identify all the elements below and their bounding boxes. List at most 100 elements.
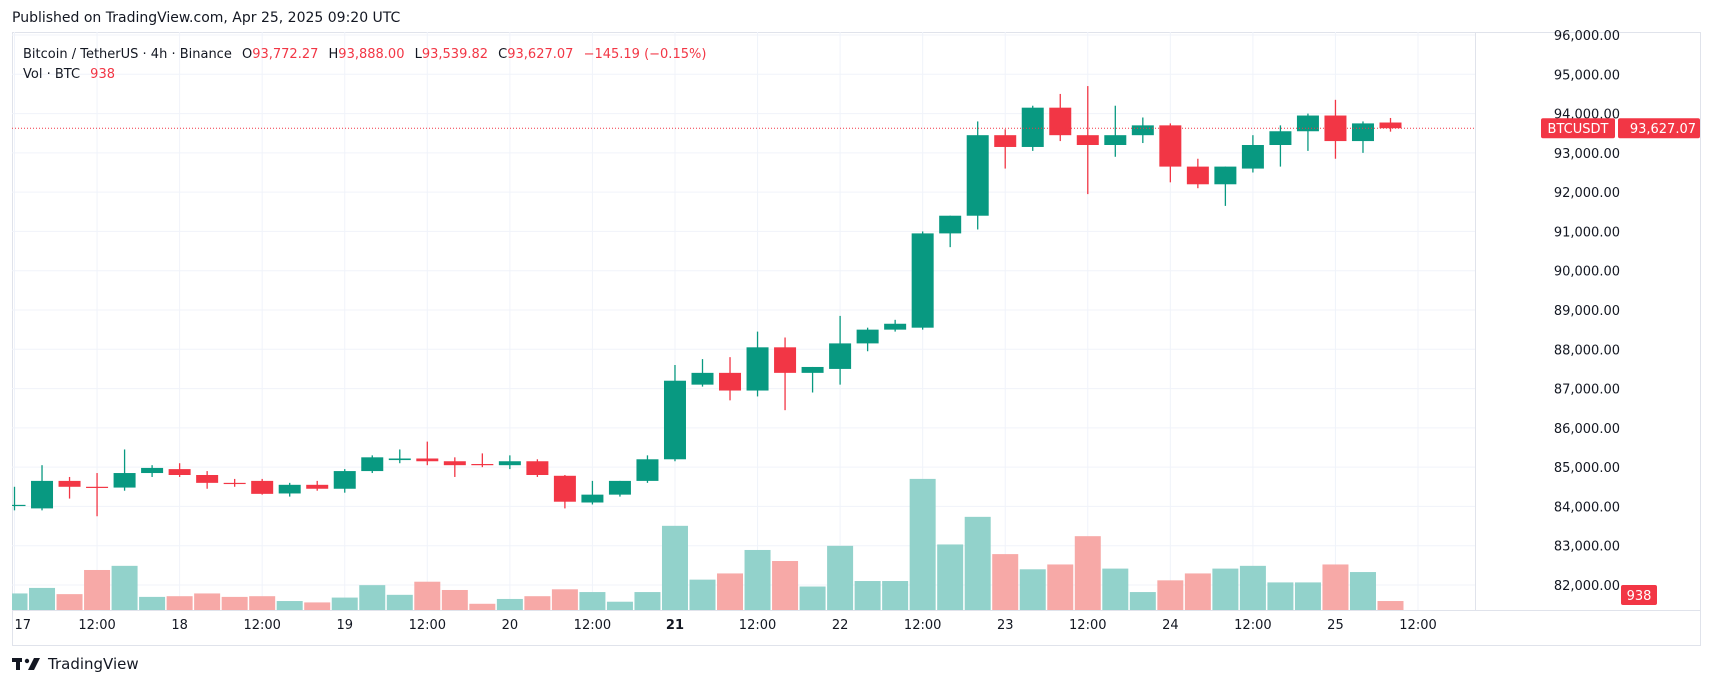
volume-bars <box>12 478 1404 610</box>
candle-body <box>416 458 439 462</box>
volume-bar <box>166 596 193 610</box>
candle <box>994 129 1017 169</box>
candle-body <box>1049 107 1072 136</box>
candle-body <box>856 329 879 344</box>
candle <box>31 465 54 511</box>
axis-tags: BTCUSDT 93,627.07 938 <box>1541 118 1700 605</box>
candle-body <box>526 461 549 475</box>
candle <box>663 365 686 462</box>
low-value: 93,539.82 <box>421 47 489 62</box>
candle-body <box>1269 131 1292 145</box>
candle <box>443 457 466 477</box>
volume-bar <box>689 579 716 610</box>
time-tick-label: 23 <box>997 618 1014 633</box>
candle <box>223 478 246 487</box>
volume-bar <box>1349 572 1376 610</box>
volume-bar <box>139 596 166 610</box>
candle-body <box>553 475 576 502</box>
volume-bar <box>634 592 661 610</box>
candle-body <box>361 457 384 472</box>
candle <box>113 449 136 491</box>
volume-bar <box>579 592 606 610</box>
price-tick-label: 91,000.00 <box>1554 225 1620 240</box>
candle <box>526 459 549 477</box>
candle <box>58 476 81 499</box>
candle-body <box>141 467 164 474</box>
candle-body <box>1296 115 1319 132</box>
time-tick-label: 22 <box>832 618 849 633</box>
volume-bar <box>854 581 881 610</box>
candle <box>471 453 494 468</box>
volume-bar <box>276 601 303 610</box>
volume-bar <box>331 597 358 610</box>
candle-body <box>251 480 274 494</box>
volume-bar <box>194 593 221 610</box>
time-tick-label: 12:00 <box>1234 618 1271 633</box>
candle-body <box>1379 122 1402 129</box>
time-tick-label: 12:00 <box>1069 618 1106 633</box>
candle <box>1351 121 1374 153</box>
volume-bar <box>414 581 441 610</box>
candle <box>774 337 797 411</box>
price-tick-label: 85,000.00 <box>1554 461 1620 476</box>
candle-body <box>581 494 604 503</box>
time-tick-label: 12:00 <box>1399 618 1436 633</box>
candle-body <box>801 366 824 373</box>
candle <box>746 331 769 397</box>
candle <box>939 215 962 248</box>
volume-bar <box>964 516 991 610</box>
volume-bar <box>1047 564 1074 610</box>
high-label: H <box>328 47 339 62</box>
candle-body <box>1021 107 1044 147</box>
candle-body <box>1241 145 1264 169</box>
volume-bar <box>56 594 83 610</box>
volume-bar <box>1267 582 1294 610</box>
price-tick-label: 90,000.00 <box>1554 265 1620 280</box>
candle-body <box>1214 166 1237 185</box>
candle <box>388 449 411 464</box>
candle <box>1324 99 1347 159</box>
candle <box>141 465 164 477</box>
candle-body <box>333 471 356 489</box>
candle-body <box>498 461 521 466</box>
volume-bar <box>744 549 771 610</box>
candle-body <box>1186 166 1209 185</box>
candle <box>306 480 329 491</box>
time-tick-label: 25 <box>1327 618 1344 633</box>
volume-bar <box>12 593 28 610</box>
time-tick-label: 12:00 <box>739 618 776 633</box>
footer[interactable]: TradingView <box>12 655 139 673</box>
candle <box>581 480 604 505</box>
volume-bar <box>386 594 413 610</box>
volume-bar <box>84 569 111 610</box>
volume-bar <box>992 554 1019 610</box>
symbol-title: Bitcoin / TetherUS · 4h · Binance <box>23 47 232 62</box>
candle-body <box>719 372 742 391</box>
candle-body <box>113 473 136 488</box>
change-value: −145.19 (−0.15%) <box>583 47 707 62</box>
candle-body <box>388 458 411 461</box>
time-tick-label: 24 <box>1162 618 1179 633</box>
time-tick-label: 12:00 <box>574 618 611 633</box>
volume-bar <box>1074 536 1101 610</box>
close-label: C <box>498 47 508 62</box>
volume-bar <box>524 596 551 610</box>
chart-frame[interactable] <box>12 32 1701 646</box>
candle <box>1379 117 1402 132</box>
volume-bar <box>29 587 56 610</box>
candle <box>1269 125 1292 167</box>
volume-bar <box>221 596 248 610</box>
volume-bar <box>249 596 276 610</box>
candle <box>1186 158 1209 189</box>
candle <box>801 366 824 393</box>
price-tag-bg <box>1618 118 1700 139</box>
candle-body <box>939 215 962 234</box>
volume-bar <box>304 602 331 610</box>
high-value: 93,888.00 <box>338 47 405 62</box>
candle <box>691 359 714 387</box>
candle <box>1049 93 1072 142</box>
footer-brand: TradingView <box>48 655 139 673</box>
volume-bar <box>1322 564 1349 610</box>
candle <box>168 463 191 477</box>
